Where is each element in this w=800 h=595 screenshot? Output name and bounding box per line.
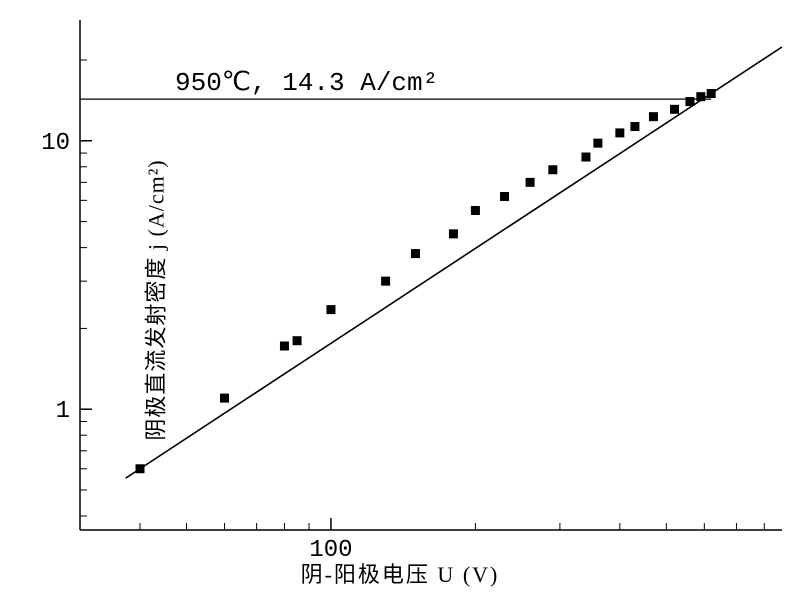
x-axis-label: 阴-阳极电压 U (V): [0, 557, 800, 589]
annotation-text: 950℃, 14.3 A/cm²: [175, 67, 438, 98]
svg-text:1: 1: [56, 398, 70, 425]
svg-text:10: 10: [41, 130, 70, 157]
y-axis-label: 阴极直流发射密度 j (A/cm²): [139, 159, 171, 440]
